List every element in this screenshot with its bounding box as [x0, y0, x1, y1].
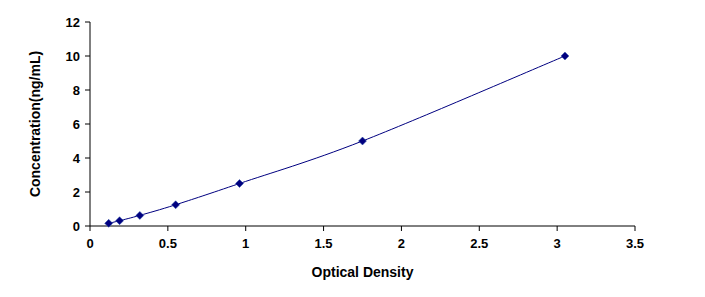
y-tick-label: 10	[66, 49, 80, 64]
x-tick-label: 0	[86, 236, 93, 251]
data-point	[359, 137, 367, 145]
data-point	[235, 180, 243, 188]
x-tick	[479, 226, 480, 231]
curve	[109, 56, 565, 223]
data-point	[561, 52, 569, 60]
x-tick-label: 2.5	[470, 236, 488, 251]
x-tick	[167, 226, 168, 231]
x-tick	[323, 226, 324, 231]
y-tick-label: 4	[73, 151, 81, 166]
x-tick	[635, 226, 636, 231]
y-axis-title: Concentration(ng/mL)	[27, 51, 43, 197]
data-point	[116, 217, 124, 225]
x-tick-label: 3	[554, 236, 561, 251]
y-tick	[85, 226, 90, 227]
y-tick	[85, 158, 90, 159]
x-tick-label: 1	[242, 236, 249, 251]
x-tick-label: 2	[398, 236, 405, 251]
data-point	[105, 219, 113, 227]
x-tick-label: 0.5	[159, 236, 177, 251]
plot-group	[105, 52, 569, 227]
x-tick	[557, 226, 558, 231]
y-tick	[85, 124, 90, 125]
y-tick-label: 12	[66, 15, 80, 30]
y-tick	[85, 192, 90, 193]
background	[0, 0, 705, 297]
x-tick-label: 1.5	[315, 236, 333, 251]
x-tick-label: 3.5	[626, 236, 644, 251]
y-tick	[85, 90, 90, 91]
y-tick-label: 0	[73, 219, 80, 234]
y-tick-label: 2	[73, 185, 80, 200]
y-tick-label: 6	[73, 117, 80, 132]
y-tick	[85, 56, 90, 57]
data-point	[136, 211, 144, 219]
x-tick	[245, 226, 246, 231]
x-axis-title: Optical Density	[312, 264, 414, 280]
x-axis-line	[90, 226, 635, 227]
chart-svg: 0 0.5 1 1.5 2 2.5 3 3.5 0 2 4 6 8 10 12 Optical Density…	[0, 0, 705, 297]
y-tick-label: 8	[73, 83, 80, 98]
x-tick	[90, 226, 91, 231]
chart-container: 0 0.5 1 1.5 2 2.5 3 3.5 0 2 4 6 8 10 12 Optical Density…	[0, 0, 705, 297]
y-tick	[85, 22, 90, 23]
data-point	[172, 201, 180, 209]
x-tick	[401, 226, 402, 231]
